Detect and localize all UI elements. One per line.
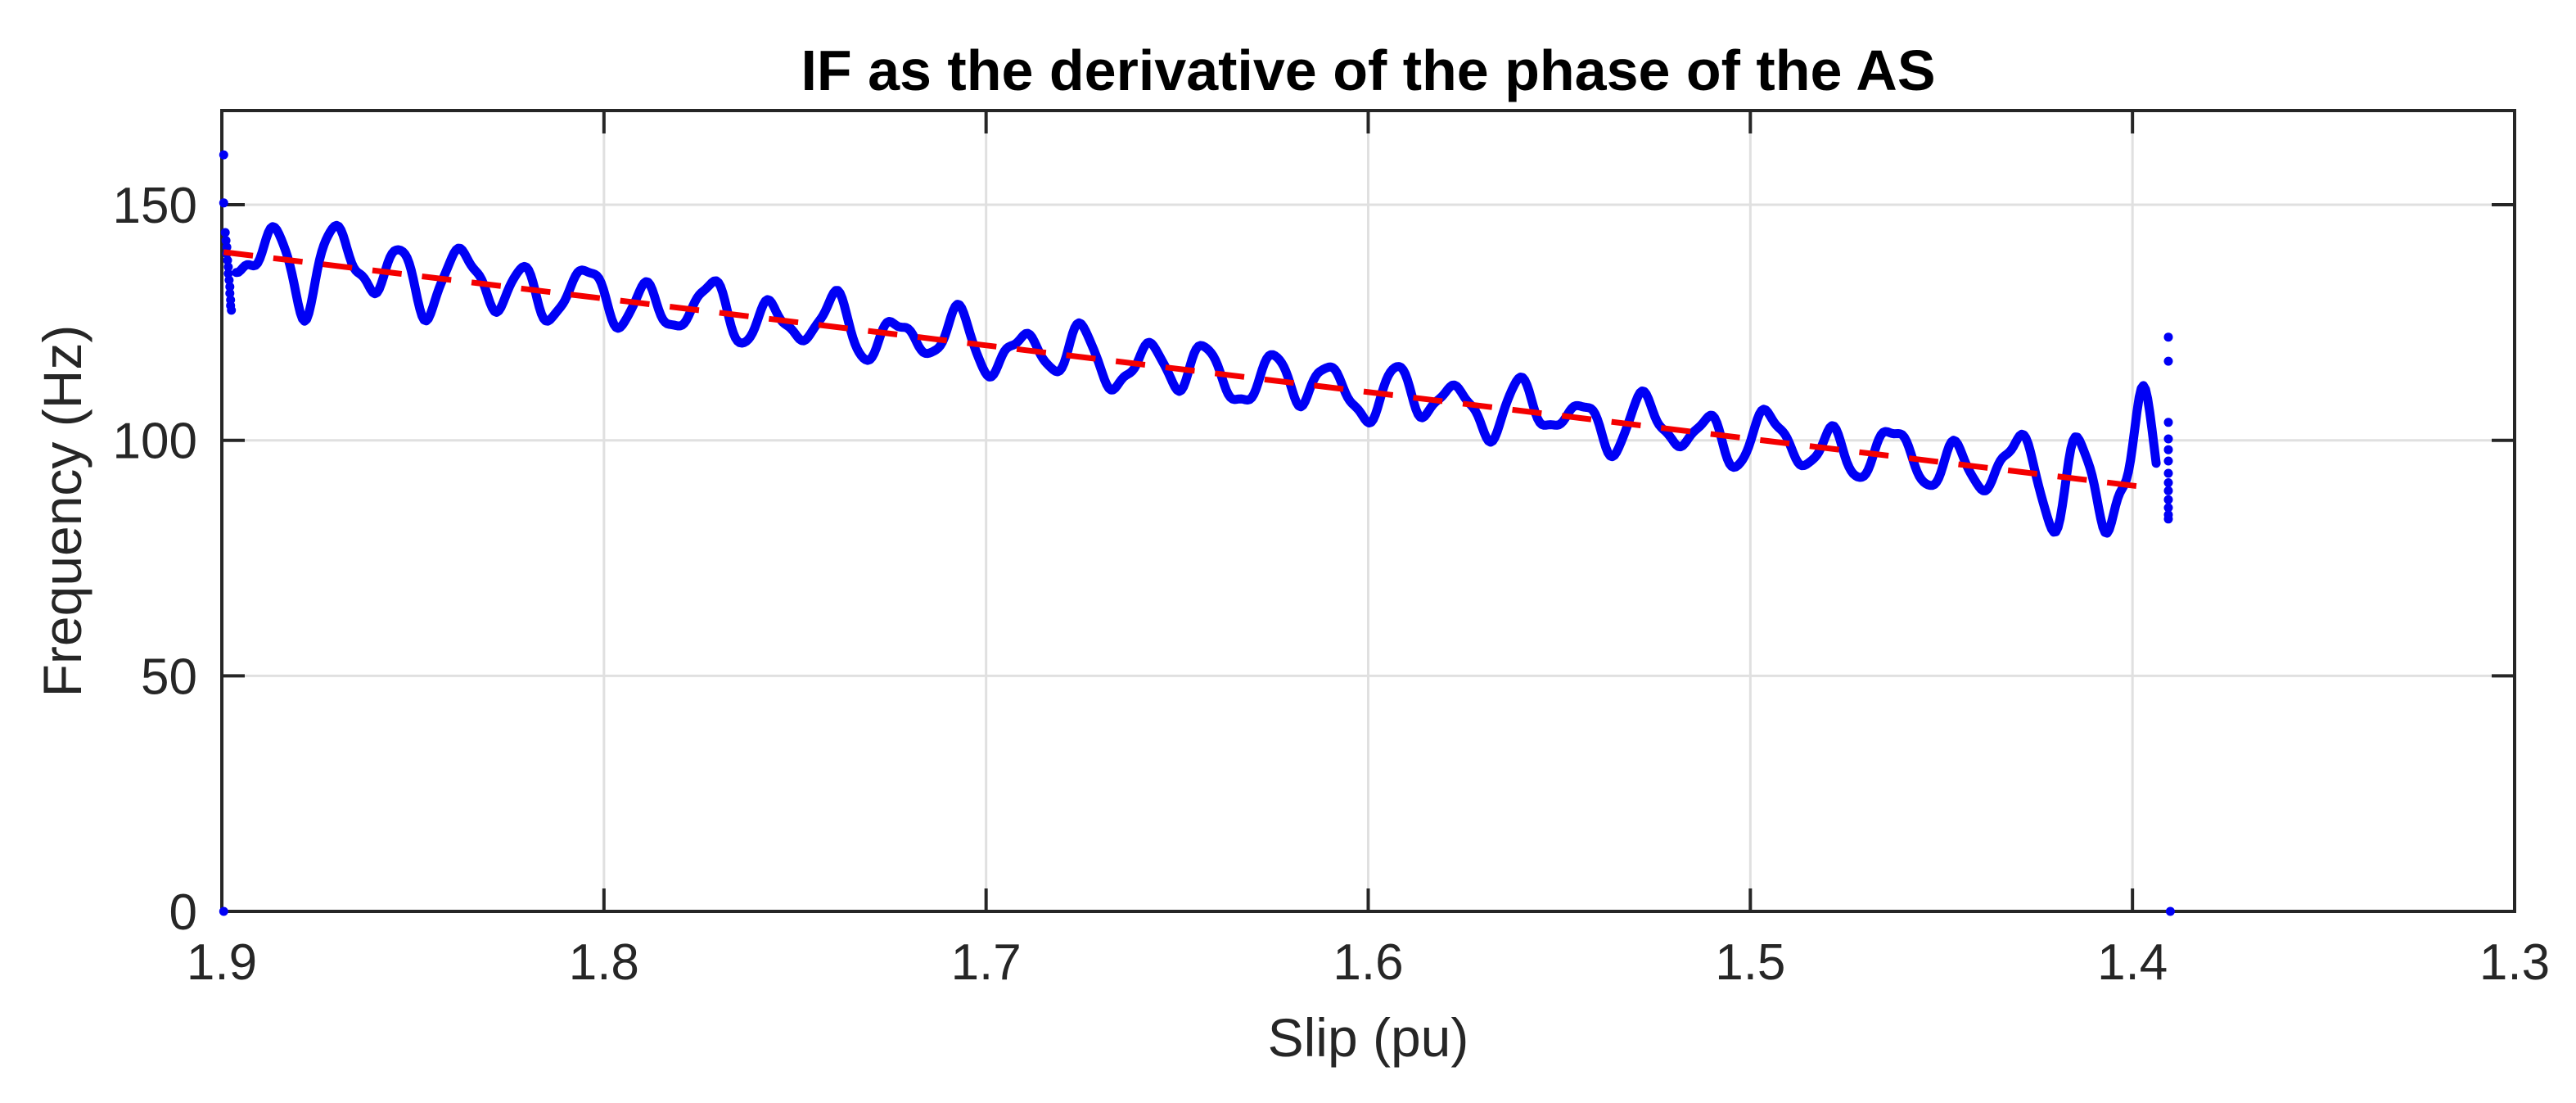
if-scatter-dot bbox=[220, 228, 230, 237]
if-scatter-dot bbox=[2163, 514, 2173, 524]
if-scatter-dot bbox=[223, 262, 233, 272]
if-scatter-dot bbox=[2165, 906, 2175, 916]
linear-fit-line bbox=[223, 249, 2154, 491]
x-tick-label: 1.4 bbox=[2097, 934, 2168, 991]
if-scatter-dot bbox=[2163, 495, 2173, 504]
x-tick-label: 1.5 bbox=[1715, 934, 1785, 991]
if-scatter-dot bbox=[219, 150, 228, 160]
if-scatter-dot bbox=[2163, 503, 2173, 513]
x-tick-label: 1.9 bbox=[187, 934, 257, 991]
chart-title: IF as the derivative of the phase of the… bbox=[801, 38, 1936, 102]
if-curve bbox=[232, 220, 2161, 538]
y-tick-label: 50 bbox=[141, 649, 197, 705]
if-scatter-dot bbox=[2163, 356, 2173, 366]
if-scatter-dot bbox=[225, 282, 235, 292]
x-tick-label: 1.6 bbox=[1333, 934, 1403, 991]
y-tick-label: 150 bbox=[113, 178, 197, 234]
x-tick-label: 1.7 bbox=[951, 934, 1022, 991]
y-tick-label: 100 bbox=[113, 414, 197, 470]
if-scatter-dot bbox=[227, 305, 237, 315]
if-scatter-dot bbox=[221, 236, 231, 246]
if-scatter-dot bbox=[2163, 456, 2173, 466]
if-scatter-dot bbox=[2163, 418, 2173, 427]
if-scatter-dot bbox=[223, 255, 232, 265]
if-scatter-dot bbox=[224, 275, 234, 285]
if-scatter-dot bbox=[219, 198, 228, 208]
if-scatter-dot bbox=[2163, 478, 2173, 487]
if-scatter-dot bbox=[219, 906, 228, 916]
if-scatter-dot bbox=[2163, 486, 2173, 495]
y-axis-label: Frequency (Hz) bbox=[32, 324, 92, 698]
if-scatter-dot bbox=[2163, 434, 2173, 444]
y-tick-label: 0 bbox=[169, 884, 197, 941]
if-scatter-dot bbox=[225, 288, 235, 298]
x-tick-label: 1.3 bbox=[2479, 934, 2550, 991]
x-axis-label: Slip (pu) bbox=[1267, 1007, 1469, 1068]
if-scatter-dot bbox=[2163, 445, 2173, 454]
if-scatter-dot bbox=[2163, 468, 2173, 478]
if-scatter-dot bbox=[223, 269, 233, 278]
x-tick-label: 1.8 bbox=[569, 934, 639, 991]
if-scatter-dot bbox=[2163, 332, 2173, 342]
